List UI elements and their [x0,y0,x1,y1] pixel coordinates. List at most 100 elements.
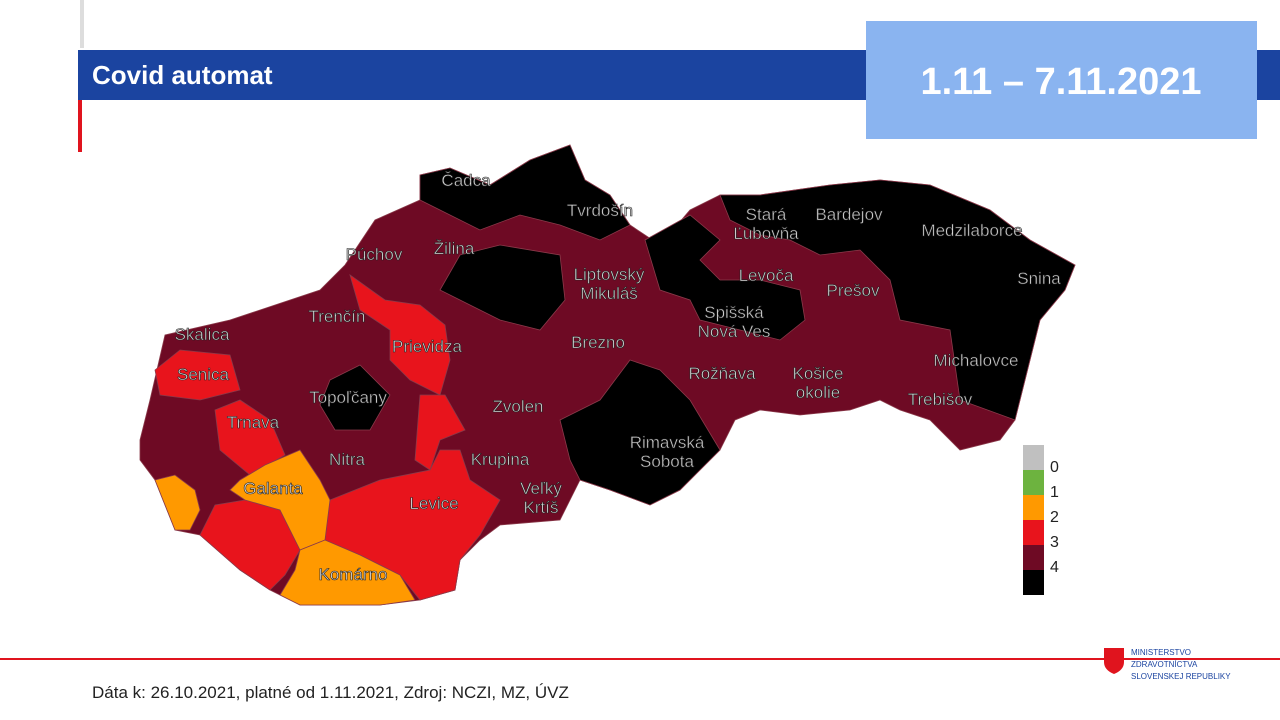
district-label-line: okolie [796,383,840,402]
district-label: Trebišov [908,390,973,409]
district-label: Prievidza [392,337,462,356]
district-label: Stará Ľubovňa [733,205,799,243]
district-label-line: Košice [792,364,843,383]
legend-label: 4 [1050,559,1059,576]
district-label-line: Medzilaborce [921,221,1022,240]
district-label-line: Prešov [827,281,880,300]
region [279,539,416,606]
district-label-line: Bardejov [815,205,883,224]
district-label: Snina [1017,269,1061,288]
district-label-line: Trnava [227,413,280,432]
district-label: Zvolen [492,397,543,416]
district-label: Trenčín [308,307,365,326]
district-label: Čadca [441,171,491,190]
region [559,359,721,506]
decor-line [80,0,84,48]
period: 1.11 – 7.11.2021 [920,61,1201,103]
district-label-line: Stará [746,205,787,224]
district-label-line: Ľubovňa [733,224,799,243]
legend: 0 1 2 3 4 [1023,445,1059,595]
district-label-line: Tvrdošín [567,201,633,220]
district-label-line: Trebišov [908,390,973,409]
district-label: Medzilaborce [921,221,1022,240]
district-label-line: Trenčín [308,307,365,326]
region [319,364,391,431]
footer-line [0,658,1280,660]
region [419,144,631,241]
logo: MINISTERSTVO ZDRAVOTNÍCTVA SLOVENSKEJ RE… [1104,648,1231,681]
district-label-line: Rožňava [688,364,756,383]
legend-swatch [1023,570,1044,595]
district-label: Rimavská Sobota [630,433,705,471]
district-labels: Čadca Tvrdošín Stará Ľubovňa Bardejov Medzila… [174,171,1061,585]
legend-label: 0 [1050,459,1059,476]
district-label-line: Zvolen [492,397,543,416]
district-label-line: Čadca [441,171,491,190]
district-label: Levice [409,494,458,513]
district-label: Nitra [329,450,365,469]
district-label-line: Žilina [434,239,475,258]
district-label: Brezno [571,333,625,352]
logo-text: SLOVENSKEJ REPUBLIKY [1131,672,1231,681]
decor-line [78,100,82,152]
district-label-line: Rimavská [630,433,705,452]
legend-label: 3 [1050,534,1059,551]
title: Covid automat [92,60,273,90]
region [414,394,466,471]
district-label: Michalovce [933,351,1018,370]
district-label-line: Krupina [471,450,530,469]
logo-text: MINISTERSTVO [1131,648,1191,657]
region [154,349,241,401]
district-label: Levoča [739,266,794,285]
district-label: Komárno [319,565,388,584]
district-label: Krupina [471,450,530,469]
district-label-line: Mikuláš [580,284,638,303]
district-label-line: Spišská [704,303,764,322]
district-label: Prešov [827,281,880,300]
region [154,474,201,531]
region [214,399,286,476]
district-label-line: Nitra [329,450,365,469]
legend-label: 2 [1050,509,1059,526]
legend-label: 1 [1050,484,1059,501]
district-label: Galanta [243,479,303,498]
district-label: Trnava [227,413,280,432]
district-label-line: Senica [177,365,230,384]
logo-text: ZDRAVOTNÍCTVA [1131,660,1198,669]
legend-swatch [1023,520,1044,545]
district-label-line: Levice [409,494,458,513]
legend-swatch [1023,545,1044,570]
district-label-line: Snina [1017,269,1061,288]
district-label: Žilina [434,239,475,258]
district-label-line: Brezno [571,333,625,352]
region [439,244,566,331]
district-label-line: Krtíš [524,498,559,517]
district-label: Bardejov [815,205,883,224]
district-label: Košice okolie [792,364,843,402]
district-label: Liptovský Mikuláš [574,265,645,303]
district-label: Púchov [346,245,403,264]
district-label: Senica [177,365,230,384]
legend-swatch [1023,470,1044,495]
district-label-line: Nová Ves [698,322,771,341]
district-label: Rožňava [688,364,756,383]
district-label: Veľký Krtíš [520,479,562,517]
map [139,144,1076,606]
district-label-line: Liptovský [574,265,645,284]
legend-swatch [1023,445,1044,470]
district-label-line: Púchov [346,245,403,264]
district-label-line: Komárno [319,565,388,584]
district-label-line: Veľký [520,479,562,498]
region [719,179,1076,421]
district-label-line: Sobota [640,452,694,471]
district-label-line: Levoča [739,266,794,285]
district-label-line: Michalovce [933,351,1018,370]
legend-swatch [1023,495,1044,520]
period-box [866,21,1257,139]
district-label: Skalica [175,325,230,344]
source: Dáta k: 26.10.2021, platné od 1.11.2021,… [92,683,569,702]
region [644,214,806,341]
district-label: Spišská Nová Ves [698,303,771,341]
